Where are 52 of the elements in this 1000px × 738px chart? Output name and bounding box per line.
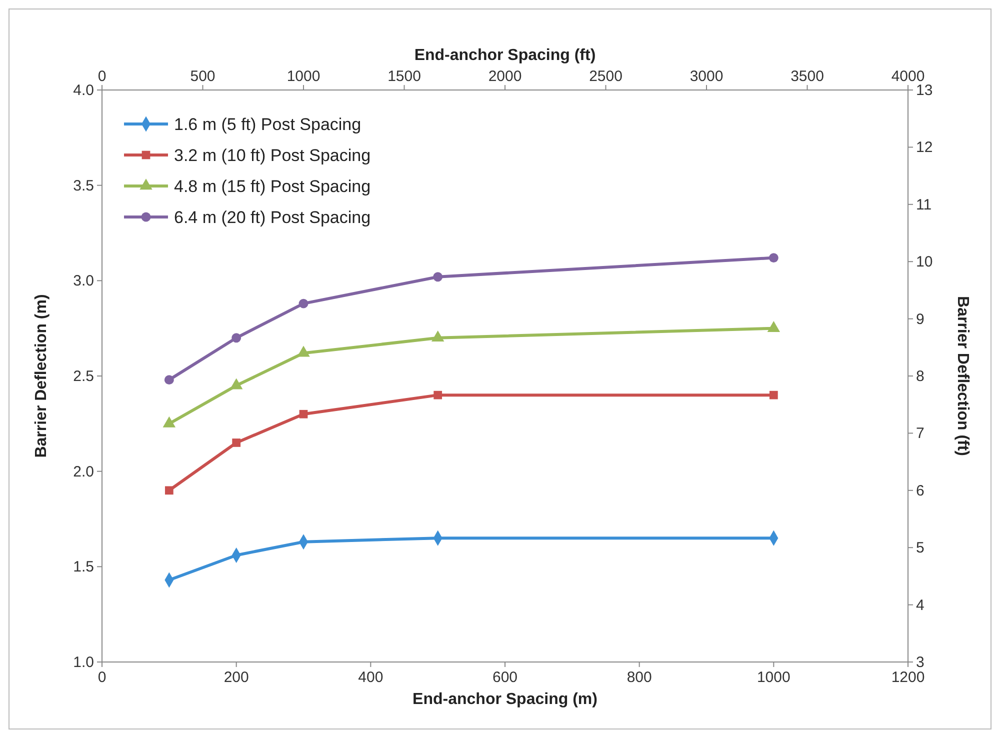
x2-tick-label: 4000 xyxy=(891,68,925,85)
point xyxy=(232,438,241,447)
legend-label: 6.4 m (20 ft) Post Spacing xyxy=(174,208,371,227)
x2-tick-label: 3500 xyxy=(790,68,824,85)
y2-tick-label: 12 xyxy=(916,139,933,156)
x-tick-label: 800 xyxy=(626,669,652,686)
legend-label: 3.2 m (10 ft) Post Spacing xyxy=(174,146,371,165)
point xyxy=(768,253,778,262)
y-tick-label: 3.5 xyxy=(73,177,94,194)
x2-tick-label: 500 xyxy=(190,68,216,85)
x-tick-label: 200 xyxy=(224,669,249,686)
y2-tick-label: 9 xyxy=(916,310,924,328)
point xyxy=(164,375,174,385)
y2-tick-label: 11 xyxy=(916,196,932,214)
point xyxy=(769,390,778,400)
point xyxy=(164,486,174,495)
x-tick-label: 1000 xyxy=(756,669,790,686)
x2-tick-label: 0 xyxy=(98,68,106,85)
legend-label: 1.6 m (5 ft) Post Spacing xyxy=(174,115,362,134)
y-tick-label: 2.5 xyxy=(73,368,94,385)
y2-tick-label: 10 xyxy=(916,254,933,271)
y2-tick-label: 5 xyxy=(916,540,924,557)
x-tick-label: 1200 xyxy=(891,669,925,686)
point xyxy=(232,333,242,343)
y2-tick-label: 7 xyxy=(916,425,924,442)
y2-tick-label: 4 xyxy=(916,596,924,614)
y-axis-title: Barrier Deflection (m) xyxy=(33,294,50,458)
point xyxy=(433,272,443,282)
x2-tick-label: 1000 xyxy=(286,68,320,85)
y2-tick-label: 6 xyxy=(916,482,924,500)
x-tick-label: 0 xyxy=(98,669,106,686)
x2-tick-label: 2000 xyxy=(488,68,522,85)
y-tick-label: 1.5 xyxy=(73,558,94,576)
x-tick-label: 400 xyxy=(358,669,384,686)
x-tick-label: 600 xyxy=(492,669,518,686)
y2-axis-title: Barrier Deflection (ft) xyxy=(954,296,971,456)
y-tick-label: 3.0 xyxy=(73,272,94,290)
x-axis-title: End-anchor Spacing (m) xyxy=(412,691,598,708)
point xyxy=(299,410,308,418)
x2-axis-title: End-anchor Spacing (ft) xyxy=(414,47,596,64)
legend-label: 4.8 m (15 ft) Post Spacing xyxy=(174,177,371,196)
x2-tick-label: 1500 xyxy=(388,68,421,85)
y2-tick-label: 13 xyxy=(916,82,933,99)
point xyxy=(298,298,308,308)
y-tick-label: 2.0 xyxy=(73,463,94,480)
y-tick-label: 4.0 xyxy=(73,82,94,99)
x2-tick-label: 2500 xyxy=(589,68,622,85)
y2-tick-label: 3 xyxy=(916,654,924,671)
x2-tick-label: 3000 xyxy=(690,68,724,85)
y2-tick-label: 8 xyxy=(916,368,924,385)
point xyxy=(434,390,442,400)
y-tick-label: 1.0 xyxy=(73,654,94,671)
